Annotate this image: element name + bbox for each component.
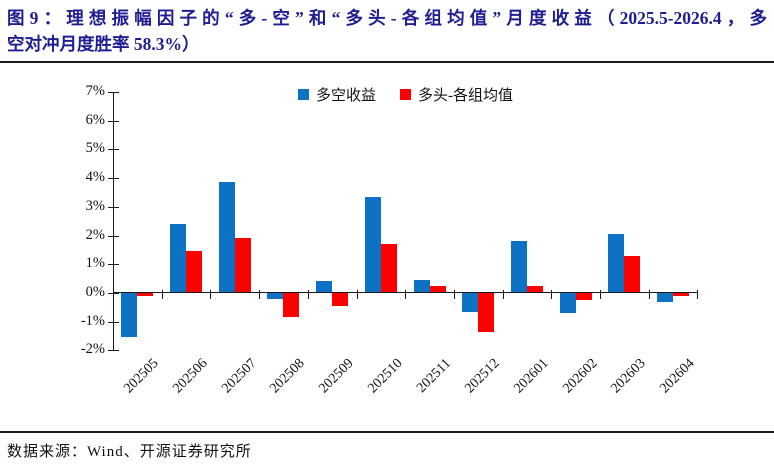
bar-s1-202512 — [478, 292, 495, 332]
x-axis-tick — [307, 289, 309, 299]
y-axis-tick — [108, 92, 119, 93]
x-axis-label: 202510 — [365, 356, 406, 397]
y-axis-label: 6% — [85, 111, 105, 128]
x-axis-label: 202508 — [267, 356, 309, 397]
legend-item-0: 多空收益 — [297, 84, 376, 105]
y-axis-tick — [108, 149, 119, 151]
x-axis-label: 202602 — [559, 356, 601, 397]
x-axis-tick — [405, 289, 407, 299]
y-axis-label: 3% — [85, 197, 105, 214]
bar-s0-202512 — [462, 292, 479, 312]
y-axis-tick — [108, 120, 119, 122]
x-axis-tick — [551, 289, 553, 299]
figure-title: 图9：理想振幅因子的“多-空”和“多头-各组均值”月度收益（2025.5-202… — [7, 5, 767, 57]
bar-s1-202509 — [332, 292, 349, 306]
bar-s1-202602 — [575, 292, 592, 301]
bar-s1-202505 — [137, 292, 154, 296]
x-axis-label: 202509 — [316, 356, 357, 397]
x-axis-tick — [648, 289, 650, 299]
x-axis-label: 202505 — [121, 356, 162, 397]
bar-s0-202507 — [218, 182, 235, 293]
y-axis-label: -2% — [80, 341, 105, 358]
legend-label: 多头-各组均值 — [418, 88, 513, 104]
bar-s0-202511 — [413, 279, 430, 293]
y-axis-line — [113, 92, 114, 351]
legend-label: 多空收益 — [315, 88, 376, 104]
x-axis-label: 202511 — [414, 356, 455, 396]
bar-s1-202510 — [380, 244, 397, 293]
data-source: 数据来源：Wind、开源证券研究所 — [7, 444, 252, 460]
bar-s1-202511 — [429, 285, 446, 293]
title-divider — [0, 61, 774, 63]
y-axis-label: 5% — [85, 140, 105, 157]
bar-s1-202604 — [673, 292, 690, 296]
y-axis-tick — [108, 178, 119, 180]
figure-title-line1: 图9：理想振幅因子的“多-空”和“多头-各组均值”月度收益（2025.5-202… — [7, 8, 767, 28]
x-axis-tick — [600, 289, 601, 299]
bar-s0-202601 — [510, 241, 527, 293]
x-axis-label: 202604 — [657, 356, 698, 397]
x-axis-tick — [697, 289, 699, 299]
y-axis-tick — [108, 235, 119, 237]
y-axis-label: 7% — [85, 83, 105, 99]
x-axis-tick — [356, 289, 358, 299]
bar-s0-202509 — [316, 281, 333, 293]
x-axis-label: 202601 — [511, 356, 552, 397]
bar-s1-202508 — [283, 292, 300, 318]
bar-s0-202604 — [657, 292, 674, 302]
legend-swatch-icon — [400, 89, 411, 100]
y-axis-label: 4% — [85, 169, 105, 186]
y-axis-label: -1% — [80, 312, 105, 329]
y-axis-label: 1% — [85, 255, 105, 272]
x-axis-label: 202506 — [170, 356, 211, 397]
y-axis-tick — [108, 350, 119, 352]
bar-s1-202507 — [234, 238, 251, 293]
y-axis-label: 2% — [85, 226, 105, 243]
x-axis-tick — [502, 289, 504, 299]
figure-title-line2: 空对冲月度胜率 58.3%） — [7, 34, 200, 54]
bar-s0-202510 — [364, 196, 381, 293]
x-axis-label: 202603 — [608, 356, 649, 397]
bar-s1-202506 — [186, 251, 203, 293]
footer-divider — [0, 431, 774, 433]
x-axis-tick — [161, 289, 163, 299]
x-axis-label: 202512 — [462, 356, 503, 397]
y-axis-label: 0% — [85, 283, 105, 300]
x-axis-tick — [113, 289, 114, 299]
bar-s0-202602 — [559, 292, 576, 313]
bar-s0-202508 — [267, 292, 284, 299]
y-axis-tick — [108, 264, 119, 266]
bar-s0-202505 — [121, 292, 138, 338]
y-axis-tick — [108, 321, 119, 323]
y-axis-tick — [108, 206, 119, 208]
x-axis-tick — [210, 289, 212, 299]
x-axis-label: 202507 — [219, 356, 260, 397]
legend-item-1: 多头-各组均值 — [400, 84, 513, 105]
legend-swatch-icon — [297, 89, 309, 100]
bar-s1-202603 — [624, 255, 641, 293]
chart-legend: 多空收益 多头-各组均值 — [113, 84, 698, 105]
x-axis-tick — [453, 289, 455, 299]
bar-s0-202506 — [170, 224, 187, 293]
bar-s0-202603 — [608, 234, 625, 293]
bar-s1-202601 — [526, 285, 543, 293]
x-axis-tick — [259, 289, 261, 299]
